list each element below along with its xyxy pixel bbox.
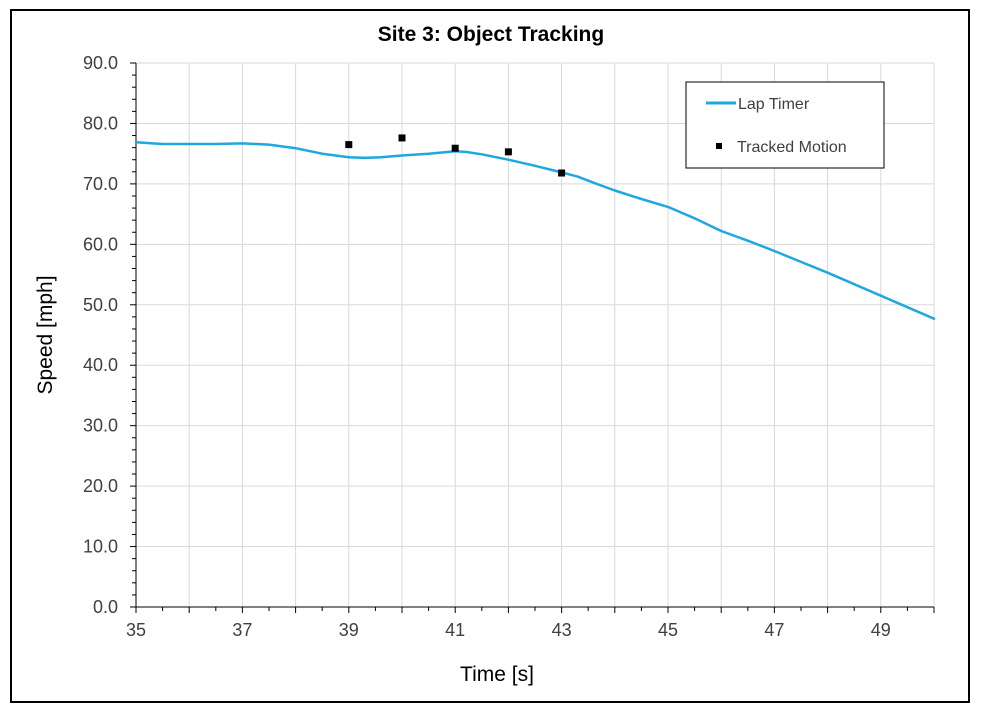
y-tick-label: 90.0 [83, 53, 118, 73]
legend-box [685, 81, 885, 169]
x-tick-label: 41 [445, 620, 465, 640]
y-tick-label: 60.0 [83, 234, 118, 254]
chart-title: Site 3: Object Tracking [378, 23, 604, 46]
tracked-motion-point [558, 169, 566, 177]
x-tick-label: 37 [232, 620, 252, 640]
x-tick-label: 49 [871, 620, 891, 640]
y-tick-labels: 0.0 10.0 20.0 30.0 40.0 50.0 60.0 70.0 80.0 90.0 [83, 53, 118, 617]
axes [130, 62, 935, 613]
x-tick-label: 43 [552, 620, 572, 640]
tracked-motion-point [398, 134, 406, 142]
legend: Lap Timer Tracked Motion [685, 81, 885, 169]
y-tick-label: 0.0 [93, 597, 118, 617]
y-tick-label: 70.0 [83, 174, 118, 194]
series [134, 134, 936, 320]
legend-tracked-motion-label: Tracked Motion [737, 139, 847, 156]
y-tick-label: 50.0 [83, 295, 118, 315]
x-tick-labels: 35 37 39 41 43 45 47 49 [126, 620, 891, 640]
x-axis-label: Time [s] [460, 663, 534, 686]
y-tick-label: 40.0 [83, 355, 118, 375]
series-line-lap-timer [134, 140, 936, 320]
x-tick-label: 45 [658, 620, 678, 640]
x-tick-label: 35 [126, 620, 146, 640]
legend-lap-timer-label: Lap Timer [738, 96, 810, 113]
y-tick-label: 30.0 [83, 416, 118, 436]
y-tick-label: 80.0 [83, 113, 118, 133]
tracked-motion-point [345, 141, 353, 149]
y-tick-label: 10.0 [83, 537, 118, 557]
y-tick-label: 20.0 [83, 476, 118, 496]
tracked-motion-point [451, 144, 459, 152]
y-axis-label: Speed [mph] [34, 275, 57, 394]
tracked-motion-point [504, 148, 512, 156]
x-tick-label: 47 [764, 620, 784, 640]
legend-tracked-motion-swatch [716, 143, 722, 149]
x-tick-label: 39 [339, 620, 359, 640]
